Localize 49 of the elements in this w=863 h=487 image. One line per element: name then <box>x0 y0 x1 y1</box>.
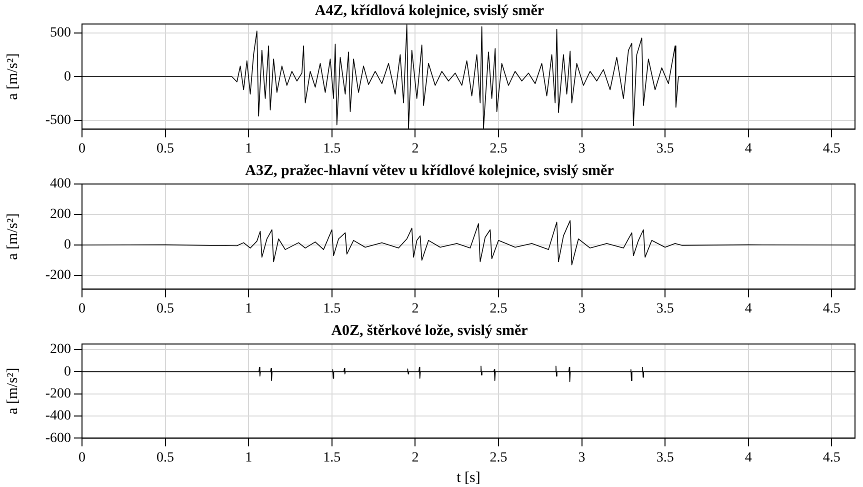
x-axis-title: t [s] <box>456 470 480 486</box>
y-tick-label: 500 <box>50 25 71 40</box>
x-tick-label: 2 <box>412 450 419 466</box>
x-tick-label: 4.5 <box>822 450 840 466</box>
x-tick-label: 0 <box>78 450 86 466</box>
x-tick-label: 3.5 <box>656 301 674 316</box>
x-tick-label: 0 <box>78 301 86 316</box>
x-tick-label: 3 <box>578 450 586 466</box>
x-tick-label: 4.5 <box>822 301 840 316</box>
y-tick-label: 0 <box>64 364 71 380</box>
x-tick-label: 2.5 <box>490 301 508 316</box>
y-tick-label: -200 <box>45 268 71 284</box>
x-tick-label: 1 <box>245 141 252 156</box>
y-tick-label: 200 <box>50 342 71 358</box>
x-tick-label: 4 <box>744 141 752 156</box>
x-tick-label: 3 <box>578 301 586 316</box>
chart-title: A3Z, pražec-hlavní větev u křídlové kolejnice, svislý směr <box>245 162 614 179</box>
x-tick-label: 2 <box>412 301 419 316</box>
x-tick-label: 1.5 <box>323 141 341 156</box>
x-tick-label: 0.5 <box>156 141 174 156</box>
chart-title: A4Z, křídlová kolejnice, svislý směr <box>314 2 544 19</box>
x-tick-label: 3.5 <box>656 450 674 466</box>
x-tick-label: 0.5 <box>156 450 174 466</box>
y-axis-title: a [m/s²] <box>4 53 21 100</box>
y-tick-label: -400 <box>45 408 71 424</box>
y-tick-label: -600 <box>45 430 71 446</box>
x-tick-label: 1 <box>245 450 252 466</box>
y-tick-label: 200 <box>50 207 71 222</box>
x-tick-label: 1.5 <box>323 301 341 316</box>
x-tick-label: 3.5 <box>656 141 674 156</box>
y-tick-label: -500 <box>45 113 71 128</box>
y-tick-label: 400 <box>50 176 71 192</box>
x-tick-label: 1.5 <box>323 450 341 466</box>
chart-title: A0Z, štěrkové lože, svislý směr <box>331 322 528 339</box>
x-tick-label: 1 <box>245 301 252 316</box>
x-tick-label: 2.5 <box>490 141 508 156</box>
y-axis-title: a [m/s²] <box>4 213 21 260</box>
x-tick-label: 4 <box>744 301 752 316</box>
x-tick-label: 4.5 <box>822 141 840 156</box>
x-tick-label: 0 <box>78 141 86 156</box>
y-tick-label: 0 <box>64 69 71 84</box>
x-tick-label: 2 <box>412 141 419 156</box>
x-tick-label: 3 <box>578 141 586 156</box>
x-tick-label: 2.5 <box>490 450 508 466</box>
y-tick-label: 0 <box>64 238 71 253</box>
x-tick-label: 0.5 <box>156 301 174 316</box>
x-tick-label: 4 <box>744 450 752 466</box>
y-tick-label: -200 <box>45 386 71 402</box>
y-axis-title: a [m/s²] <box>4 368 21 414</box>
